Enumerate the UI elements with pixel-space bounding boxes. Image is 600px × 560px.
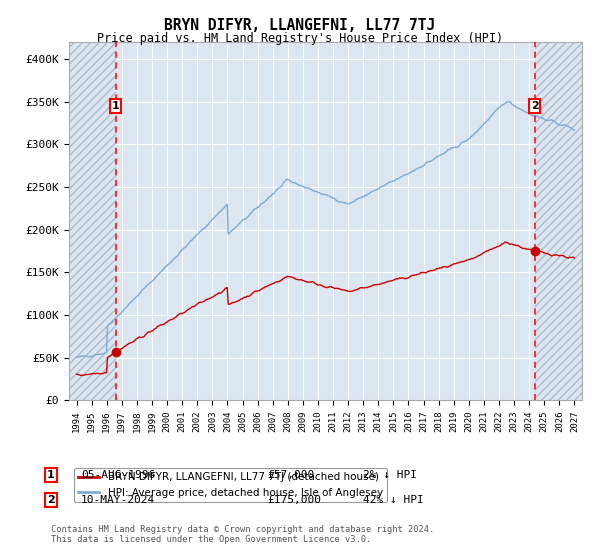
- Text: £175,000: £175,000: [267, 495, 321, 505]
- Bar: [535, 42, 582, 400]
- Text: 2: 2: [531, 101, 538, 111]
- Text: 10-MAY-2024: 10-MAY-2024: [81, 495, 155, 505]
- Text: Price paid vs. HM Land Registry's House Price Index (HPI): Price paid vs. HM Land Registry's House …: [97, 32, 503, 45]
- Bar: [69, 42, 116, 400]
- Text: 1: 1: [47, 470, 55, 480]
- Text: 2% ↓ HPI: 2% ↓ HPI: [363, 470, 417, 480]
- Text: Contains HM Land Registry data © Crown copyright and database right 2024.
This d: Contains HM Land Registry data © Crown c…: [51, 525, 434, 544]
- Text: 1: 1: [112, 101, 119, 111]
- Text: 42% ↓ HPI: 42% ↓ HPI: [363, 495, 424, 505]
- Legend: BRYN DIFYR, LLANGEFNI, LL77 7TJ (detached house), HPI: Average price, detached h: BRYN DIFYR, LLANGEFNI, LL77 7TJ (detache…: [74, 468, 387, 502]
- Text: 05-AUG-1996: 05-AUG-1996: [81, 470, 155, 480]
- Text: 2: 2: [47, 495, 55, 505]
- Text: BRYN DIFYR, LLANGEFNI, LL77 7TJ: BRYN DIFYR, LLANGEFNI, LL77 7TJ: [164, 18, 436, 33]
- Text: £57,000: £57,000: [267, 470, 314, 480]
